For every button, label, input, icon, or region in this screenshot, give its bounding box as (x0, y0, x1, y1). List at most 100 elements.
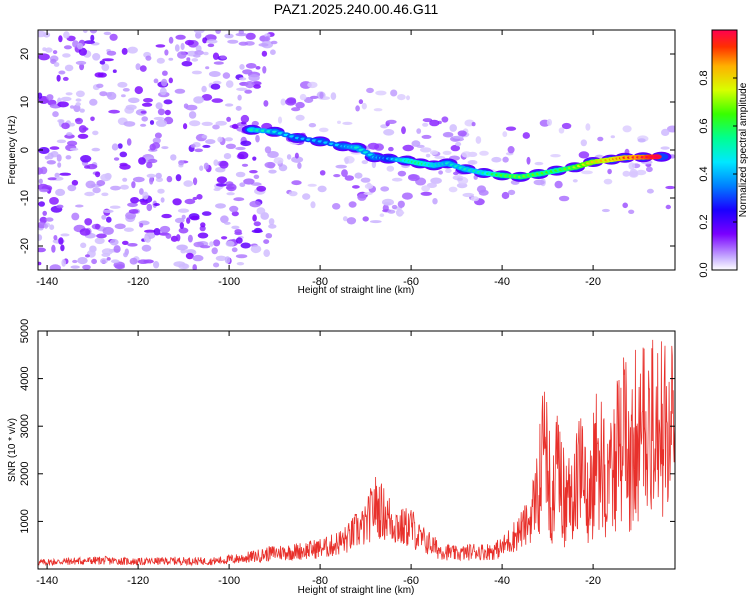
spectrogram-blob (253, 84, 261, 89)
spectrogram-blob (585, 123, 591, 131)
spectrogram-blob (190, 144, 196, 148)
spectrogram-blob (265, 233, 273, 239)
x-tick-label: -140 (36, 276, 58, 288)
spectrogram-blob (245, 81, 255, 89)
spectrogram-blob (213, 159, 219, 166)
spectrogram-blob (255, 134, 260, 143)
spectrogram-blob (140, 123, 147, 127)
spectrogram-blob (164, 49, 169, 56)
spectrogram-blob (607, 168, 612, 175)
y-tick-label: -10 (19, 190, 31, 206)
spectrogram-blob (161, 78, 168, 87)
spectrogram-blob (455, 141, 462, 147)
spectrogram-blob (264, 33, 271, 38)
spectrogram-blob (291, 107, 301, 112)
spectrogram-blob (467, 160, 478, 165)
spectrogram-blob (457, 177, 463, 181)
spectrogram-blob (448, 186, 458, 193)
spectrogram-blob (380, 186, 390, 192)
spectrogram-blob (462, 192, 475, 198)
spectrogram-blob (354, 172, 363, 179)
spectrogram-blob (263, 100, 269, 107)
spectrogram-blob (153, 203, 160, 206)
spectrogram-blob (64, 134, 75, 139)
spectrogram-blob (191, 70, 202, 75)
spectrogram-blob (430, 150, 438, 156)
spectrogram-blob (45, 217, 54, 222)
spectrogram-blob (89, 30, 98, 34)
y-tick-label: -20 (19, 238, 31, 254)
spectrogram-blob (179, 222, 184, 229)
spectrogram-blob (357, 193, 367, 201)
spectrogram-blob (390, 89, 398, 97)
colorbar-label: Normalized spectral amplitude (738, 82, 749, 217)
spectrogram-blob (342, 121, 353, 125)
spectrogram-blob (177, 208, 190, 213)
spectrogram-blob (430, 177, 442, 184)
spectrogram-blob (117, 143, 123, 149)
spectrogram-blob (319, 127, 329, 133)
spectrogram-xlabel: Height of straight line (km) (298, 285, 415, 296)
spectrogram-blob (558, 195, 570, 202)
spectrogram-blob (224, 137, 233, 142)
spectrogram-blob (261, 50, 268, 57)
spectrogram-blob (299, 93, 307, 101)
x-tick-label: -80 (312, 276, 328, 288)
spectrogram-blob (193, 177, 198, 186)
spectrogram-blob (175, 34, 186, 40)
spectrogram-blob (221, 236, 228, 240)
spectrogram-blob (238, 77, 247, 81)
spectrogram-blob (193, 54, 201, 58)
spectrogram-blob (452, 135, 464, 139)
spectrogram-blob (310, 201, 316, 209)
spectrogram-blob (101, 248, 114, 255)
spectrogram-blob (601, 208, 610, 213)
spectrogram-blob (234, 231, 243, 236)
spectrogram-blob (84, 165, 91, 169)
spectrogram-blob (65, 155, 72, 160)
spectrogram-blob (203, 51, 209, 56)
spectrogram-blob (206, 39, 218, 44)
spectrogram-blob (572, 179, 578, 183)
spectrogram-blob (319, 91, 324, 99)
spectrogram-blob (239, 64, 245, 70)
spectrogram-blob (146, 203, 153, 212)
spectrogram-blob (110, 259, 120, 264)
spectrogram-blob (56, 204, 64, 209)
x-tick-label: -140 (36, 575, 58, 587)
y-tick-label: 1000 (19, 509, 31, 533)
spectrogram-blob (77, 133, 89, 139)
spectrogram-blob (217, 136, 223, 143)
spectrogram-blob (235, 237, 243, 244)
spectrogram-blob (202, 37, 208, 44)
spectrogram-blob (388, 146, 394, 152)
spectrogram-blob (445, 168, 452, 173)
spectrogram-blob (125, 104, 137, 111)
spectrogram-blob (39, 216, 48, 224)
spectrogram-blob (362, 216, 369, 222)
spectrogram-blob (216, 176, 228, 184)
spectrogram-blob (149, 120, 155, 125)
spectrogram-blob (63, 45, 72, 50)
spectrogram-blob (237, 94, 242, 101)
spectrogram-blob (177, 51, 187, 59)
x-tick-label: -20 (585, 276, 601, 288)
spectrogram-blob (291, 180, 302, 186)
spectrogram-blob (70, 105, 75, 109)
spectrogram-blob (77, 42, 84, 50)
spectrogram-blob (39, 188, 49, 193)
spectrogram-blob (235, 105, 242, 111)
spectrogram-blob (262, 66, 267, 74)
spectrogram-blob (59, 172, 72, 176)
spectrogram-blob (40, 166, 48, 175)
spectrogram-blob (69, 147, 79, 151)
spectrogram-blob (122, 177, 128, 182)
spectrogram-blob (224, 103, 234, 107)
spectrogram-blob (622, 125, 632, 133)
spectrogram-blob (245, 32, 256, 40)
spectrogram-blob (391, 204, 398, 210)
spectrogram-blob (637, 138, 646, 143)
spectrogram-blob (129, 257, 138, 265)
spectrogram-blob (52, 111, 59, 118)
spectrogram-blob (429, 119, 440, 127)
